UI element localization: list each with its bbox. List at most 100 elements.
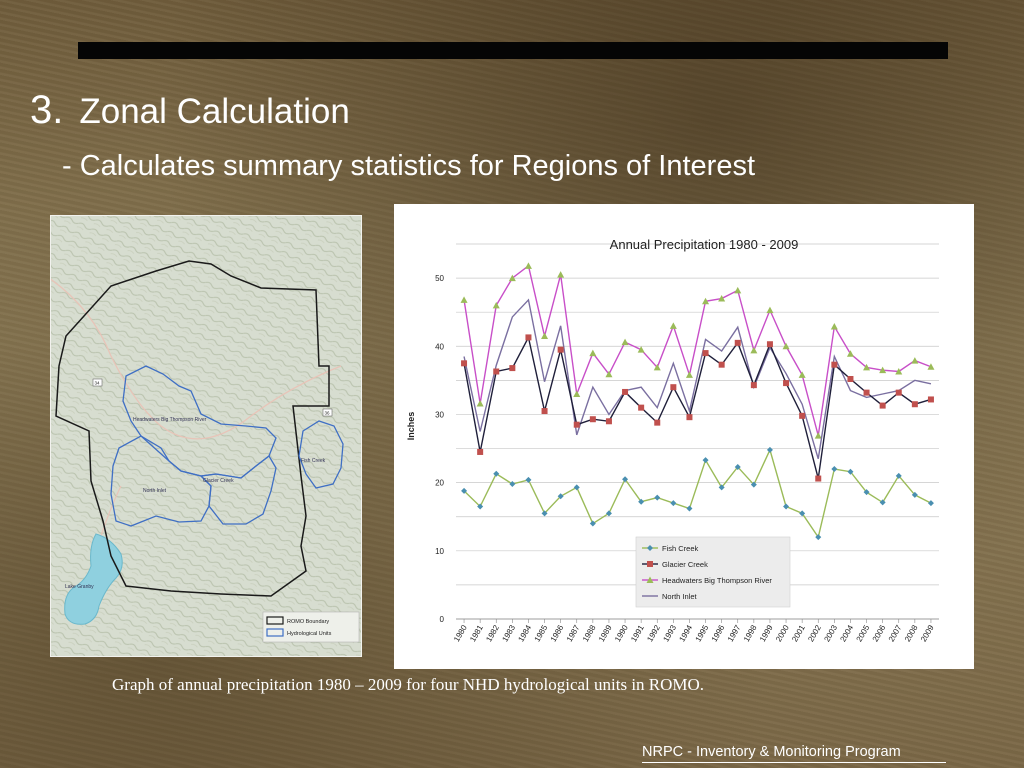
data-point [766,341,773,348]
data-point [573,421,580,428]
y-tick-label: 30 [435,410,444,419]
data-point [879,402,886,409]
data-point [831,361,838,368]
series-line [463,264,932,436]
data-point [863,363,871,371]
data-point [461,360,468,367]
road-shield-34-label: 34 [95,381,101,386]
label-headwaters: Headwaters Big Thompson River [133,417,207,423]
legend-boundary-label: ROMO Boundary [287,619,329,625]
legend-label: Glacier Creek [662,560,708,569]
data-point [815,534,822,541]
data-point [557,346,564,353]
data-point [911,401,918,408]
map-legend [262,611,360,643]
series-north-inlet [463,298,932,459]
data-point [750,481,757,488]
x-tick-label: 1991 [629,623,646,643]
x-tick-label: 1980 [452,623,469,643]
x-tick-label: 2004 [838,623,855,643]
data-point [638,404,645,411]
x-axis: 1980 1981 1982 1983 1984 1985 1986 1987 1988 1989… [452,618,939,643]
precipitation-chart-svg: 0 10 20 30 40 50 1980 1981 1982 1983 1984 1985 1986… [406,237,939,643]
data-point [492,301,500,309]
x-tick-label: 1990 [613,623,630,643]
legend-item: Headwaters Big Thompson River [642,576,772,585]
y-tick-label: 0 [440,615,445,624]
data-point [702,297,710,305]
data-point [895,472,902,479]
data-point [814,432,822,439]
slide-subtitle: - Calculates summary statistics for Regi… [62,150,756,182]
x-tick-label: 1995 [694,623,711,643]
data-point [718,295,726,302]
slide-title-text: Zonal Calculation [79,92,350,131]
x-tick-label: 1989 [597,623,614,643]
data-point [605,510,612,517]
data-point [815,475,822,482]
data-point [524,262,532,269]
data-point [589,349,597,357]
data-point [782,342,790,350]
data-point [654,494,661,501]
x-tick-label: 1998 [742,623,759,643]
footer-underline [642,762,946,763]
data-point [589,520,596,527]
data-point [847,468,854,475]
data-point [799,412,806,419]
x-tick-label: 2007 [887,623,904,643]
map-road [51,278,342,440]
data-point [541,408,548,415]
precipitation-chart: 0 10 20 30 40 50 1980 1981 1982 1983 1984 1985 1986… [394,204,974,669]
unit-glacier-creek [199,455,277,525]
chart-title: Annual Precipitation 1980 - 2009 [610,237,799,252]
data-point [477,503,484,510]
data-point [927,500,934,507]
footer-text: NRPC - Inventory & Monitoring Program [642,744,901,760]
slide-number: 3. [30,88,64,132]
data-point [895,368,903,375]
data-point [879,499,886,506]
legend-boundary-swatch [266,616,284,625]
lake-label: Lake Granby [65,584,94,590]
data-point [557,271,565,278]
legend-box [635,536,791,608]
series-glacier-creek [461,334,934,482]
label-north-inlet: North Inlet [143,488,167,494]
data-point [541,332,549,340]
data-point [509,365,516,372]
data-point [637,346,645,353]
series-line [463,447,932,539]
data-point [647,545,653,551]
unit-fish-creek [298,420,344,489]
data-point [911,357,919,364]
series-line [463,298,932,459]
legend-item: North Inlet [642,592,698,601]
data-point [686,414,693,421]
data-point [525,476,532,483]
x-tick-label: 1982 [484,623,501,643]
road-shield-34 [92,378,103,387]
data-point [734,339,741,346]
romo-boundary [55,260,330,597]
x-tick-label: 2009 [919,623,936,643]
data-point [734,286,742,294]
data-point [798,371,806,378]
data-point [927,396,934,403]
label-fish-creek: Fish Creek [301,458,326,464]
road-shield-36-label: 36 [325,411,331,416]
data-point [669,322,677,329]
x-tick-label: 1996 [710,623,727,643]
data-point [653,363,661,371]
data-point [685,371,693,378]
x-tick-label: 1988 [581,623,598,643]
data-point [589,416,596,423]
x-tick-label: 1993 [661,623,678,643]
x-tick-label: 1986 [549,623,566,643]
data-point [750,346,758,354]
y-axis: 0 10 20 30 40 50 [435,274,444,624]
x-tick-label: 2000 [774,623,791,643]
x-tick-label: 1992 [645,623,662,643]
data-point [622,476,629,483]
y-tick-label: 20 [435,479,444,488]
